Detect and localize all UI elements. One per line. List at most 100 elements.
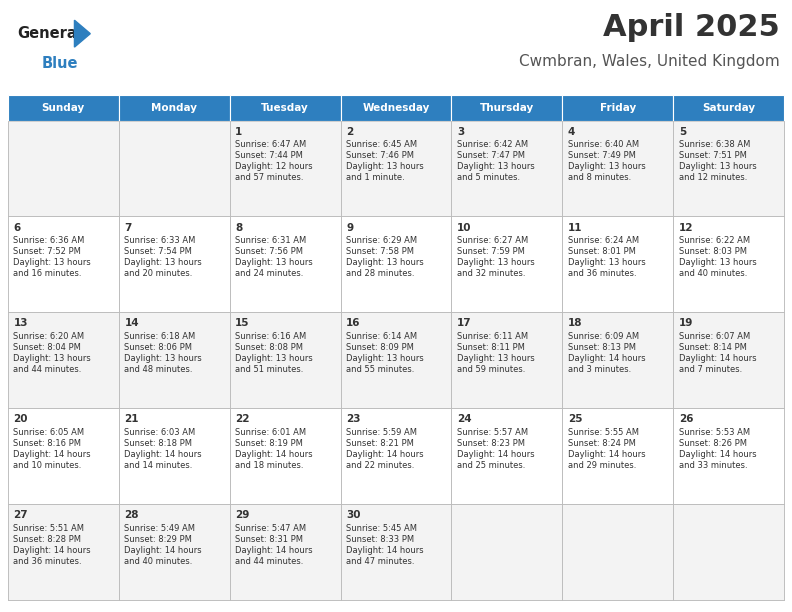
Text: Daylight: 13 hours: Daylight: 13 hours — [568, 258, 645, 267]
Text: 22: 22 — [235, 414, 249, 424]
Text: Sunrise: 5:57 AM: Sunrise: 5:57 AM — [457, 428, 528, 437]
Text: Daylight: 14 hours: Daylight: 14 hours — [679, 354, 756, 363]
Text: 26: 26 — [679, 414, 693, 424]
FancyBboxPatch shape — [341, 312, 451, 408]
Text: and 33 minutes.: and 33 minutes. — [679, 461, 748, 470]
Text: and 36 minutes.: and 36 minutes. — [568, 269, 637, 278]
Text: Sunset: 7:58 PM: Sunset: 7:58 PM — [346, 247, 414, 256]
Text: Sunrise: 6:38 AM: Sunrise: 6:38 AM — [679, 140, 750, 149]
Text: Sunrise: 5:45 AM: Sunrise: 5:45 AM — [346, 523, 417, 532]
Text: Sunrise: 6:27 AM: Sunrise: 6:27 AM — [457, 236, 528, 245]
FancyBboxPatch shape — [673, 217, 784, 312]
Text: and 12 minutes.: and 12 minutes. — [679, 173, 747, 182]
Text: 4: 4 — [568, 127, 575, 136]
Text: Sunset: 7:56 PM: Sunset: 7:56 PM — [235, 247, 303, 256]
Text: Daylight: 14 hours: Daylight: 14 hours — [13, 450, 91, 459]
FancyBboxPatch shape — [341, 95, 451, 121]
Text: and 16 minutes.: and 16 minutes. — [13, 269, 82, 278]
FancyBboxPatch shape — [451, 312, 562, 408]
Text: 16: 16 — [346, 318, 360, 329]
Text: Sunrise: 6:47 AM: Sunrise: 6:47 AM — [235, 140, 307, 149]
FancyBboxPatch shape — [8, 504, 119, 600]
Text: Tuesday: Tuesday — [261, 103, 309, 113]
FancyBboxPatch shape — [562, 217, 673, 312]
Text: Sunrise: 5:59 AM: Sunrise: 5:59 AM — [346, 428, 417, 437]
FancyBboxPatch shape — [562, 312, 673, 408]
FancyBboxPatch shape — [8, 408, 119, 504]
Text: Sunrise: 6:22 AM: Sunrise: 6:22 AM — [679, 236, 750, 245]
Text: 12: 12 — [679, 223, 693, 233]
Polygon shape — [74, 20, 90, 47]
Text: Sunset: 8:19 PM: Sunset: 8:19 PM — [235, 439, 303, 448]
Text: Sunrise: 6:29 AM: Sunrise: 6:29 AM — [346, 236, 417, 245]
FancyBboxPatch shape — [451, 504, 562, 600]
Text: Sunset: 8:09 PM: Sunset: 8:09 PM — [346, 343, 414, 352]
Text: Sunrise: 6:36 AM: Sunrise: 6:36 AM — [13, 236, 85, 245]
Text: and 25 minutes.: and 25 minutes. — [457, 461, 525, 470]
Text: Sunset: 8:29 PM: Sunset: 8:29 PM — [124, 534, 192, 543]
Text: 11: 11 — [568, 223, 582, 233]
Text: and 5 minutes.: and 5 minutes. — [457, 173, 520, 182]
Text: and 32 minutes.: and 32 minutes. — [457, 269, 525, 278]
Text: 20: 20 — [13, 414, 28, 424]
FancyBboxPatch shape — [119, 121, 230, 217]
Text: 17: 17 — [457, 318, 471, 329]
Text: Daylight: 13 hours: Daylight: 13 hours — [13, 258, 91, 267]
Text: Sunrise: 6:45 AM: Sunrise: 6:45 AM — [346, 140, 417, 149]
FancyBboxPatch shape — [562, 95, 673, 121]
FancyBboxPatch shape — [230, 121, 341, 217]
FancyBboxPatch shape — [341, 408, 451, 504]
FancyBboxPatch shape — [230, 217, 341, 312]
FancyBboxPatch shape — [230, 408, 341, 504]
Text: Daylight: 14 hours: Daylight: 14 hours — [457, 450, 535, 459]
Text: 7: 7 — [124, 223, 131, 233]
Text: Sunset: 7:44 PM: Sunset: 7:44 PM — [235, 151, 303, 160]
Text: 27: 27 — [13, 510, 28, 520]
Text: Saturday: Saturday — [702, 103, 756, 113]
Text: 14: 14 — [124, 318, 139, 329]
Text: and 59 minutes.: and 59 minutes. — [457, 365, 525, 374]
Text: Daylight: 12 hours: Daylight: 12 hours — [235, 162, 313, 171]
Text: and 8 minutes.: and 8 minutes. — [568, 173, 631, 182]
Text: Blue: Blue — [41, 56, 78, 70]
FancyBboxPatch shape — [451, 408, 562, 504]
Text: Daylight: 14 hours: Daylight: 14 hours — [346, 450, 424, 459]
FancyBboxPatch shape — [8, 312, 119, 408]
Text: Sunset: 8:08 PM: Sunset: 8:08 PM — [235, 343, 303, 352]
Text: Sunset: 8:31 PM: Sunset: 8:31 PM — [235, 534, 303, 543]
Text: 1: 1 — [235, 127, 242, 136]
Text: and 7 minutes.: and 7 minutes. — [679, 365, 742, 374]
Text: and 3 minutes.: and 3 minutes. — [568, 365, 631, 374]
Text: Cwmbran, Wales, United Kingdom: Cwmbran, Wales, United Kingdom — [520, 54, 780, 69]
Text: 23: 23 — [346, 414, 360, 424]
Text: and 57 minutes.: and 57 minutes. — [235, 173, 303, 182]
Text: 13: 13 — [13, 318, 28, 329]
Text: Daylight: 13 hours: Daylight: 13 hours — [679, 162, 756, 171]
Text: Sunset: 7:54 PM: Sunset: 7:54 PM — [124, 247, 192, 256]
FancyBboxPatch shape — [8, 217, 119, 312]
Text: Daylight: 13 hours: Daylight: 13 hours — [457, 258, 535, 267]
Text: Sunset: 8:03 PM: Sunset: 8:03 PM — [679, 247, 747, 256]
Text: Sunset: 7:46 PM: Sunset: 7:46 PM — [346, 151, 414, 160]
Text: 18: 18 — [568, 318, 582, 329]
Text: Daylight: 13 hours: Daylight: 13 hours — [346, 162, 424, 171]
Text: Daylight: 13 hours: Daylight: 13 hours — [568, 162, 645, 171]
FancyBboxPatch shape — [119, 312, 230, 408]
Text: Sunset: 8:26 PM: Sunset: 8:26 PM — [679, 439, 747, 448]
Text: Sunrise: 6:20 AM: Sunrise: 6:20 AM — [13, 332, 85, 341]
Text: 2: 2 — [346, 127, 353, 136]
FancyBboxPatch shape — [341, 121, 451, 217]
Text: and 40 minutes.: and 40 minutes. — [679, 269, 747, 278]
FancyBboxPatch shape — [341, 217, 451, 312]
Text: Sunrise: 5:55 AM: Sunrise: 5:55 AM — [568, 428, 639, 437]
FancyBboxPatch shape — [119, 95, 230, 121]
Text: and 44 minutes.: and 44 minutes. — [13, 365, 82, 374]
Text: Sunset: 7:59 PM: Sunset: 7:59 PM — [457, 247, 525, 256]
Text: Sunrise: 6:40 AM: Sunrise: 6:40 AM — [568, 140, 639, 149]
FancyBboxPatch shape — [673, 312, 784, 408]
Text: Sunset: 7:47 PM: Sunset: 7:47 PM — [457, 151, 525, 160]
Text: and 55 minutes.: and 55 minutes. — [346, 365, 414, 374]
Text: 15: 15 — [235, 318, 249, 329]
Text: 24: 24 — [457, 414, 471, 424]
Text: Sunset: 8:14 PM: Sunset: 8:14 PM — [679, 343, 747, 352]
